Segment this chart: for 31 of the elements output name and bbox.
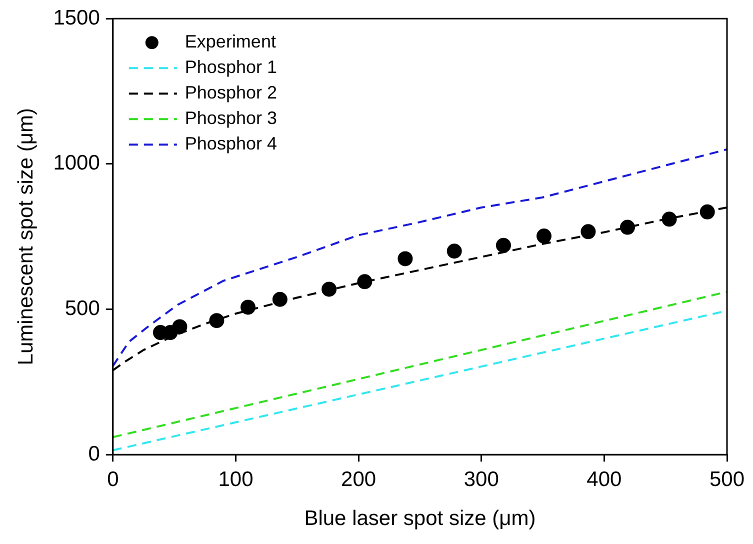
point xyxy=(398,251,413,266)
point xyxy=(357,274,372,290)
y-tick-label: 1000 xyxy=(53,152,100,175)
x-tick-label: 100 xyxy=(218,468,254,491)
point xyxy=(172,319,188,334)
point xyxy=(620,220,636,235)
point xyxy=(240,300,256,315)
point xyxy=(700,204,715,220)
y-tick-label: 0 xyxy=(88,442,100,466)
point xyxy=(446,244,462,259)
x-tick-label: 300 xyxy=(464,468,499,491)
point xyxy=(536,228,552,244)
x-axis-title: Blue laser spot size (μm) xyxy=(304,507,536,530)
legend-label: Phosphor 2 xyxy=(184,82,277,103)
point xyxy=(209,313,224,328)
legend-label: Experiment xyxy=(184,32,276,52)
point xyxy=(496,238,511,253)
y-tick-label: 1500 xyxy=(53,6,100,30)
legend-label: Phosphor 1 xyxy=(184,57,277,78)
point xyxy=(322,282,337,297)
point xyxy=(272,292,288,307)
point xyxy=(662,212,677,227)
y-axis-title: Luminescent spot size (μm) xyxy=(14,108,38,366)
legend-label: Phosphor 4 xyxy=(184,134,277,154)
point xyxy=(580,224,596,240)
legend-label: Phosphor 3 xyxy=(184,108,277,128)
x-tick-label: 0 xyxy=(107,468,119,491)
x-tick-label: 200 xyxy=(341,468,376,491)
x-tick-label: 500 xyxy=(709,468,745,491)
x-tick-label: 400 xyxy=(586,468,622,491)
y-tick-label: 500 xyxy=(64,297,100,320)
